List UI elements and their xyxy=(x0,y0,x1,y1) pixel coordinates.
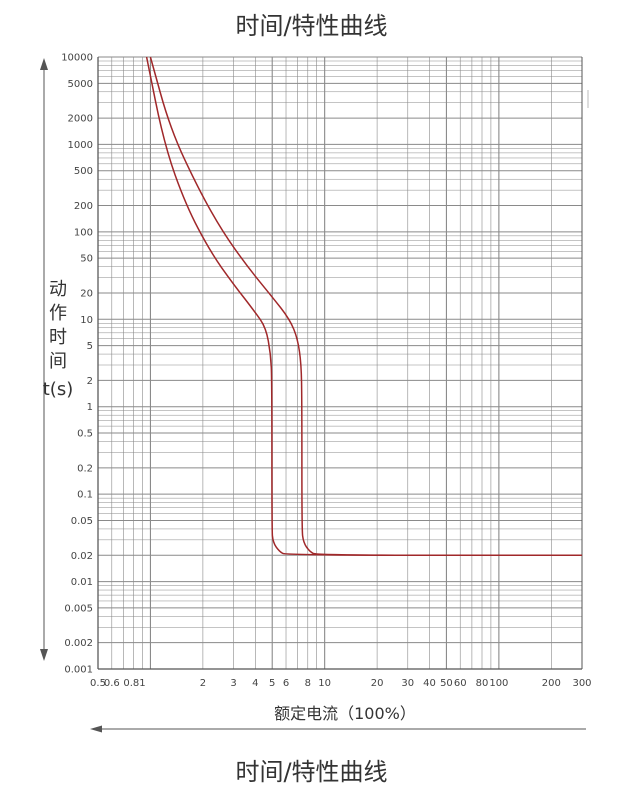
y-tick-label: 0.05 xyxy=(71,516,93,527)
y-tick-label: 500 xyxy=(74,166,93,177)
x-tick-label: 40 xyxy=(423,678,436,689)
y-tick-label: 1000 xyxy=(68,140,93,151)
y-tick-label: 0.5 xyxy=(77,429,93,440)
y-tick-label: 5 xyxy=(87,341,93,352)
curve-upper xyxy=(149,56,582,557)
x-tick-label: 10 xyxy=(318,678,331,689)
y-tick-label: 0.02 xyxy=(71,551,93,562)
y-tick-label: 50 xyxy=(80,254,93,265)
x-axis-label: 额定电流（100%） xyxy=(274,704,416,723)
curves xyxy=(145,56,582,557)
x-tick-label: 100 xyxy=(489,678,508,689)
y-tick-label: 200 xyxy=(74,201,93,212)
y-arrow-head-up xyxy=(40,58,48,70)
x-tick-label: 200 xyxy=(542,678,561,689)
y-tick-label: 0.002 xyxy=(64,638,93,649)
y-tick-label: 20 xyxy=(80,288,93,299)
y-tick-label: 0.2 xyxy=(77,463,93,474)
y-axis-label: 动 作 时 间 t(s) xyxy=(38,278,78,402)
y-tick-label: 0.01 xyxy=(71,577,93,588)
y-arrow-head-down xyxy=(40,649,48,661)
x-tick-label: 8 xyxy=(305,678,311,689)
y-label-char: 时 xyxy=(49,327,67,348)
y-label-char: 动 xyxy=(49,279,67,300)
chart-title-top: 时间/特性曲线 xyxy=(235,12,388,40)
y-tick-label: 2000 xyxy=(68,114,93,125)
x-tick-label: 50 xyxy=(440,678,453,689)
x-tick-label: 30 xyxy=(401,678,414,689)
y-tick-label: 1 xyxy=(87,402,93,413)
x-tick-label: 0.5 xyxy=(90,678,106,689)
y-tick-label: 2 xyxy=(87,376,93,387)
x-tick-label: 3 xyxy=(230,678,236,689)
y-tick-label: 0.001 xyxy=(64,665,93,676)
y-label-unit: t(s) xyxy=(42,379,74,400)
x-tick-label: 0.6 xyxy=(104,678,120,689)
x-tick-labels: 0.50.6 0.81 2 3 4 5 6 8 10 20 30 40 50 60 80 100 200 300 xyxy=(90,678,592,689)
chart-title-bottom: 时间/特性曲线 xyxy=(235,758,388,786)
x-tick-label: 6 xyxy=(283,678,289,689)
x-tick-label: 300 xyxy=(572,678,591,689)
x-tick-label: 2 xyxy=(200,678,206,689)
x-tick-label: 5 xyxy=(269,678,275,689)
x-tick-label: 0.81 xyxy=(123,678,145,689)
y-label-char: 间 xyxy=(49,351,67,372)
y-label-char: 作 xyxy=(49,303,67,324)
y-tick-labels: 10000 5000 2000 1000 500 200 100 50 20 10 5 2 1 0.5 0.… xyxy=(61,53,93,676)
y-tick-label: 100 xyxy=(74,227,93,238)
y-tick-label: 10 xyxy=(80,315,93,326)
x-tick-label: 20 xyxy=(371,678,384,689)
x-tick-label: 4 xyxy=(252,678,258,689)
curve-lower xyxy=(145,56,582,557)
x-arrow-head-left xyxy=(90,725,102,733)
y-tick-label: 5000 xyxy=(68,79,93,90)
y-tick-label: 10000 xyxy=(61,53,93,64)
y-tick-label: 0.005 xyxy=(64,603,93,614)
grid xyxy=(97,56,583,670)
x-tick-label: 80 xyxy=(476,678,489,689)
y-tick-label: 0.1 xyxy=(77,490,93,501)
x-tick-label: 60 xyxy=(454,678,467,689)
axes xyxy=(40,57,589,733)
